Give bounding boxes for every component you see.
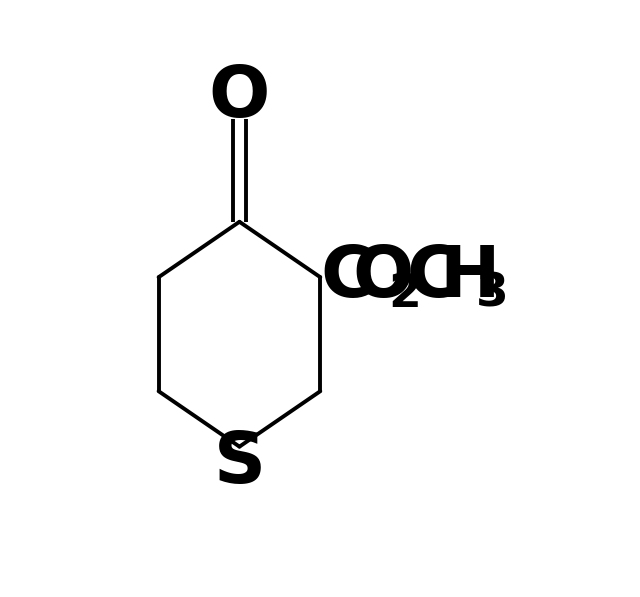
Text: C: C	[320, 243, 373, 312]
Text: 3: 3	[476, 272, 509, 316]
Text: 2: 2	[388, 272, 421, 316]
Text: S: S	[213, 429, 266, 498]
Text: O: O	[353, 243, 414, 312]
Text: C: C	[406, 243, 460, 312]
Text: H: H	[439, 243, 499, 312]
Text: O: O	[209, 63, 270, 133]
